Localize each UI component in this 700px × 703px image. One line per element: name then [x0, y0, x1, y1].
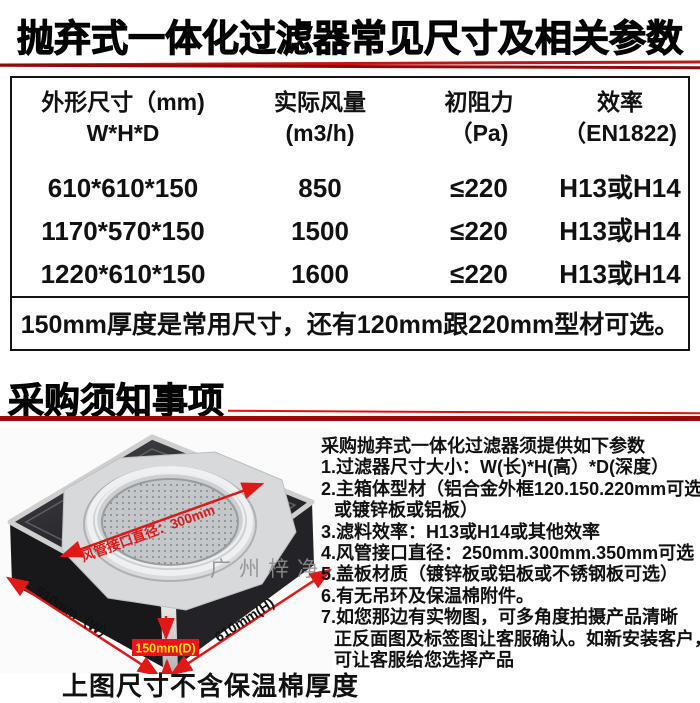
cell-airflow: 1500 [291, 216, 349, 246]
col-header-airflow: 实际风量 (m3/h) [274, 89, 366, 146]
cell-size: 1170*570*150 [41, 216, 205, 246]
heading-underline-dark [0, 416, 700, 421]
title-underline-dark [0, 63, 700, 70]
cell-resistance: ≤220 [450, 173, 508, 203]
spec-table-header-row: 外形尺寸（mm) W*H*D 实际风量 (m3/h) 初阻力 （Pa) 效率 （… [12, 78, 688, 167]
depth-dimension-label: 150mm(D) [135, 642, 195, 656]
list-item-continuation: 可让客服给您选择产品 [334, 650, 514, 671]
heading-underline-bright [227, 409, 700, 415]
list-item: 3.滤料效率：H13或H14或其他效率 [321, 521, 601, 542]
list-item: 7.如您那边有实物图，可多角度拍摄产品清晰 [321, 607, 679, 628]
spec-table: 外形尺寸（mm) W*H*D 实际风量 (m3/h) 初阻力 （Pa) 效率 （… [10, 76, 690, 351]
list-item: 4.风管接口直径：250mm.300mm.350mm可选 [321, 543, 695, 564]
product-photo: 风管接口直径：300mm 广州梓净 610mm（W） 610mm(H) 150m… [0, 428, 332, 674]
depth-dimension: 150mm(D) [132, 616, 199, 674]
list-item-continuation: 或镀锌板或铝板） [334, 500, 478, 521]
photo-caption: 上图尺寸不含保温棉厚度 [62, 671, 360, 701]
table-row: 1170*570*150 1500 ≤220 H13或H14 [12, 210, 688, 253]
purchase-notes-list: 采购抛弃式一体化过滤器须提供如下参数 1.过滤器尺寸大小：W(长)*H(高）*D… [321, 436, 700, 671]
cell-airflow: 1600 [291, 259, 349, 289]
page-title: 抛弃式一体化过滤器常见尺寸及相关参数 [16, 17, 683, 59]
thickness-note: 150mm厚度是常用尺寸，还有120mm跟220mm型材可选。 [12, 296, 688, 349]
cell-resistance: ≤220 [450, 259, 508, 289]
cell-efficiency: H13或H14 [559, 216, 681, 246]
notes-intro: 采购抛弃式一体化过滤器须提供如下参数 [321, 436, 645, 456]
list-item: 2.主箱体型材（铝合金外框120.150.220mm可选 [321, 478, 700, 499]
list-item: 5.盖板材质（镀锌板或铝板或不锈钢板可选） [321, 564, 679, 585]
watermark: 广州梓净 [210, 557, 326, 581]
col-header-resistance: 初阻力 （Pa) [444, 89, 514, 146]
col-header-dimensions: 外形尺寸（mm) W*H*D [41, 89, 205, 146]
list-item-continuation: 正反面图及标签图让客服确认。如新安装客户， [334, 628, 700, 649]
cell-size: 1220*610*150 [40, 259, 206, 289]
table-row: 610*610*150 850 ≤220 H13或H14 [12, 167, 688, 210]
col-header-efficiency: 效率 （EN1822) [563, 89, 677, 146]
list-item: 6.有无吊环及保温棉附件。 [321, 585, 535, 606]
cell-size: 610*610*150 [47, 173, 199, 203]
cell-airflow: 850 [298, 173, 342, 203]
depth-label-badge [132, 639, 199, 656]
table-row: 1220*610*150 1600 ≤220 H13或H14 [12, 253, 688, 296]
purchase-notes-heading: 采购须知事项 [7, 380, 225, 422]
cell-efficiency: H13或H14 [559, 259, 681, 289]
cell-resistance: ≤220 [450, 216, 508, 246]
list-item: 1.过滤器尺寸大小：W(长)*H(高）*D(深度） [321, 457, 669, 478]
cell-efficiency: H13或H14 [559, 173, 681, 203]
